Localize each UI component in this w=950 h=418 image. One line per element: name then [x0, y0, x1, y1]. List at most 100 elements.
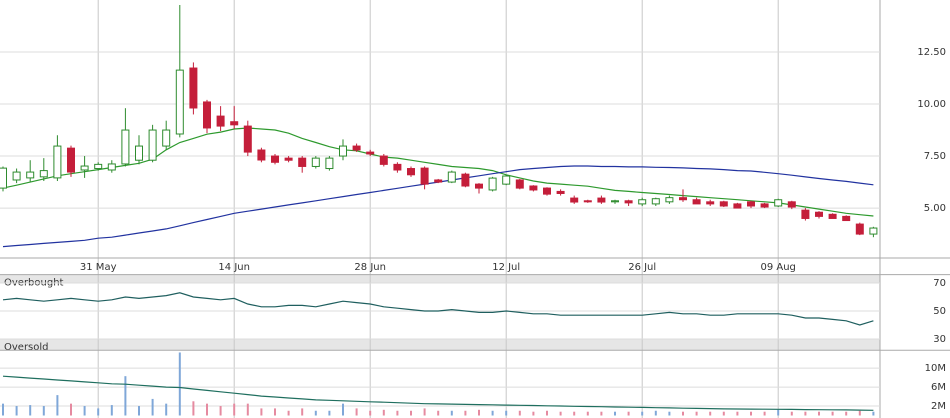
candle-body: [271, 155, 279, 163]
x-tick-label: 26 Jul: [628, 262, 656, 273]
y-tick-label: 6M: [931, 382, 946, 393]
candle-body: [556, 190, 565, 195]
volume-bar: [654, 410, 657, 416]
candle-body: [488, 177, 497, 191]
candle-body: [597, 197, 606, 203]
volume-bar: [70, 403, 72, 416]
volume-bar: [818, 411, 820, 416]
moving-average: [2, 127, 874, 217]
volume-bar: [165, 403, 168, 416]
y-tick-label: 30: [933, 334, 946, 345]
candle-body: [298, 157, 307, 167]
candle-body: [611, 200, 619, 203]
candle-body: [311, 157, 320, 167]
volume-bar: [56, 395, 59, 416]
volume-bar: [600, 411, 603, 416]
y-tick-label: 70: [933, 278, 946, 289]
volume-bar: [15, 406, 18, 416]
indicator-line: [2, 292, 874, 326]
candle-body: [665, 197, 674, 203]
candle-body: [475, 183, 483, 189]
band-label: Oversold: [4, 342, 49, 353]
candle-body: [257, 149, 266, 161]
candle-body: [107, 163, 116, 171]
candle-body: [135, 145, 143, 161]
candle-body: [39, 170, 48, 178]
candle-body: [325, 157, 334, 170]
candle-body: [692, 199, 701, 205]
candle-body: [515, 179, 524, 189]
volume-bar: [478, 409, 480, 416]
candle-body: [461, 173, 470, 187]
volume-bar: [382, 409, 385, 416]
volume-bar: [219, 406, 222, 416]
candle-body: [12, 171, 21, 181]
y-tick-label: 12.50: [917, 47, 946, 58]
volume-bar: [573, 411, 576, 416]
candle-body: [420, 167, 429, 185]
volume-bar: [328, 410, 331, 416]
x-tick-label: 14 Jun: [218, 262, 250, 273]
candle-body: [53, 145, 62, 179]
volume-bar: [342, 403, 344, 416]
volume-bar: [858, 410, 861, 416]
candle-body: [815, 211, 823, 217]
candle-body: [379, 155, 388, 165]
candle-body: [407, 168, 415, 176]
candle-body: [706, 201, 715, 205]
volume-bar: [777, 409, 780, 416]
candle-body: [855, 223, 864, 235]
volume-bar: [206, 403, 208, 416]
candle-body: [447, 171, 456, 183]
candle-body: [393, 163, 402, 171]
candle-body: [366, 151, 375, 155]
volume-bar: [845, 411, 848, 416]
volume-bar: [695, 411, 698, 416]
x-tick-label: 28 Jun: [354, 262, 386, 273]
candle-body: [624, 200, 633, 204]
candle-body: [26, 171, 35, 179]
volume-bar: [450, 410, 453, 416]
volume-bar: [301, 408, 304, 416]
volume-bar: [722, 411, 725, 416]
volume-bar: [192, 401, 195, 416]
candle-body: [216, 115, 225, 127]
volume-bar: [586, 411, 589, 416]
volume-bar: [831, 411, 834, 416]
candle-body: [67, 147, 75, 173]
candle-body: [747, 201, 755, 207]
candle-body: [842, 215, 851, 222]
y-tick-label: 10M: [925, 363, 946, 374]
volume-bar: [2, 403, 4, 416]
volume-bar: [178, 352, 181, 416]
y-tick-label: 7.50: [924, 151, 946, 162]
volume-bar: [872, 411, 875, 416]
candle-body: [801, 209, 810, 219]
volume-bar: [110, 405, 113, 416]
y-tick-label: 5.00: [924, 203, 946, 214]
volume-bar: [138, 406, 140, 416]
volume-bar: [287, 410, 290, 416]
volume-bar: [763, 411, 766, 416]
candle-body: [583, 200, 592, 203]
candle-body: [787, 201, 796, 208]
volume-bar: [274, 408, 276, 416]
candle-body: [679, 197, 687, 201]
volume-bar: [396, 410, 399, 416]
volume-bar: [518, 410, 521, 416]
candle-body: [284, 157, 293, 161]
candle-body: [502, 175, 511, 185]
y-tick-label: 2M: [931, 401, 946, 412]
candle-body: [529, 185, 538, 191]
volume-bar: [437, 410, 440, 416]
candle-body: [774, 199, 783, 207]
x-tick-label: 31 May: [80, 262, 117, 273]
volume-bar: [559, 411, 562, 416]
candle-body: [80, 165, 89, 171]
volume-bar: [627, 411, 630, 416]
x-tick-label: 12 Jul: [492, 262, 520, 273]
volume-bar: [614, 411, 616, 416]
volume-bar: [151, 398, 154, 416]
